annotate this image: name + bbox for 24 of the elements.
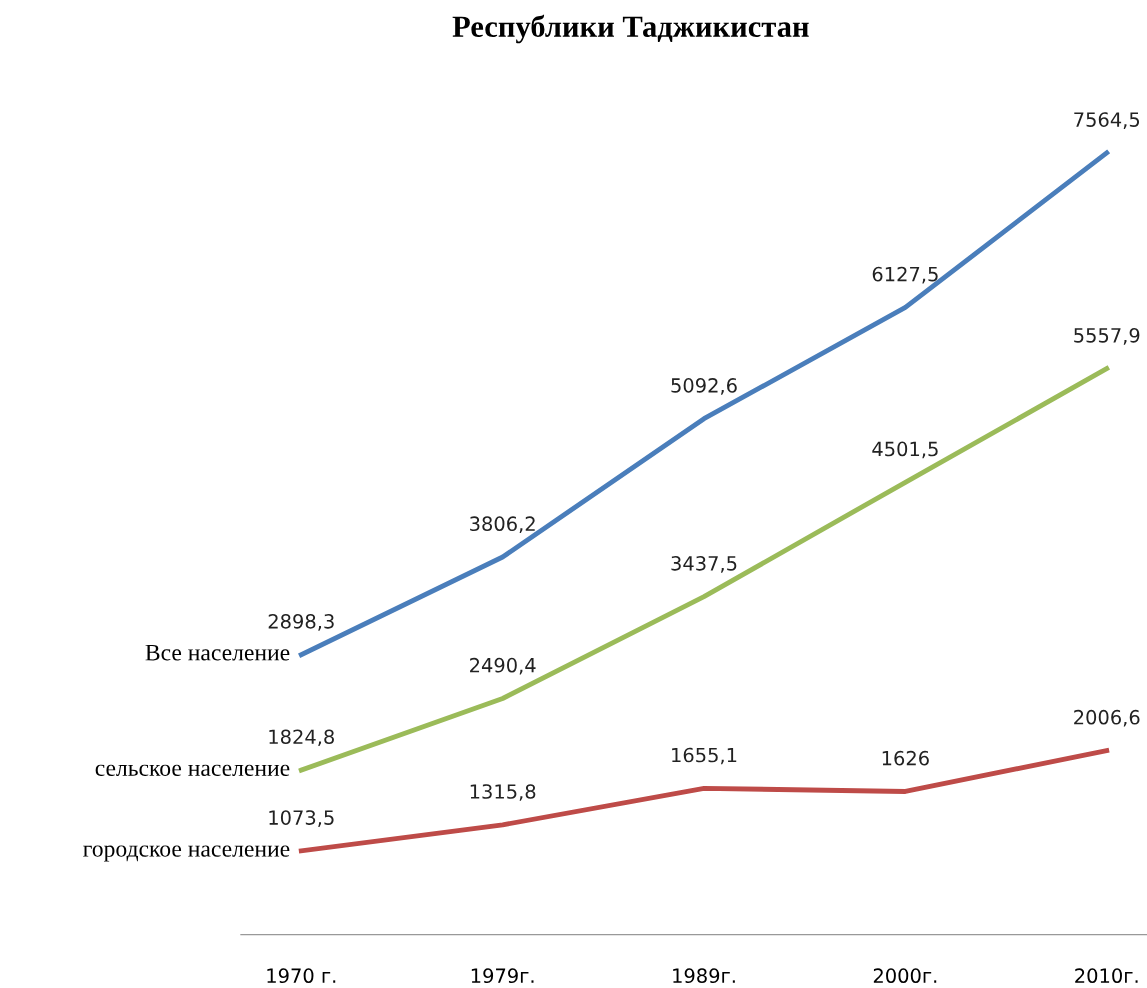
x-tick-label: 1989г. xyxy=(673,968,735,984)
data-label: 2006,6 xyxy=(1074,709,1140,727)
data-label: 1073,5 xyxy=(269,810,334,827)
data-label: 2898,3 xyxy=(268,613,334,631)
data-label: 1626 xyxy=(882,750,929,766)
x-tick-label: 2000г. xyxy=(873,968,937,984)
series-label: городское население xyxy=(83,845,290,862)
x-tick-label: 1979г. xyxy=(471,968,534,984)
data-label: 7564,5 xyxy=(1074,112,1140,129)
data-label: 3437,5 xyxy=(671,555,737,573)
data-label: 3806,2 xyxy=(470,516,535,534)
data-label: 1315,8 xyxy=(470,784,536,801)
data-label: 6127,5 xyxy=(872,266,938,284)
x-tick-label: 2010г. xyxy=(1075,968,1138,984)
data-label: 1824,8 xyxy=(269,729,334,747)
data-label: 4501,5 xyxy=(872,441,938,459)
data-label: 2490,4 xyxy=(470,657,536,675)
x-tick-label: 1970 г. xyxy=(267,968,336,984)
data-label: 5092,6 xyxy=(671,378,737,395)
series-label: Все население xyxy=(145,644,290,661)
data-label: 1655,1 xyxy=(672,747,737,765)
chart-title: Республики Таджикистан xyxy=(452,14,809,44)
data-label: 5557,9 xyxy=(1074,327,1140,345)
series-label: сельское население xyxy=(95,764,290,777)
